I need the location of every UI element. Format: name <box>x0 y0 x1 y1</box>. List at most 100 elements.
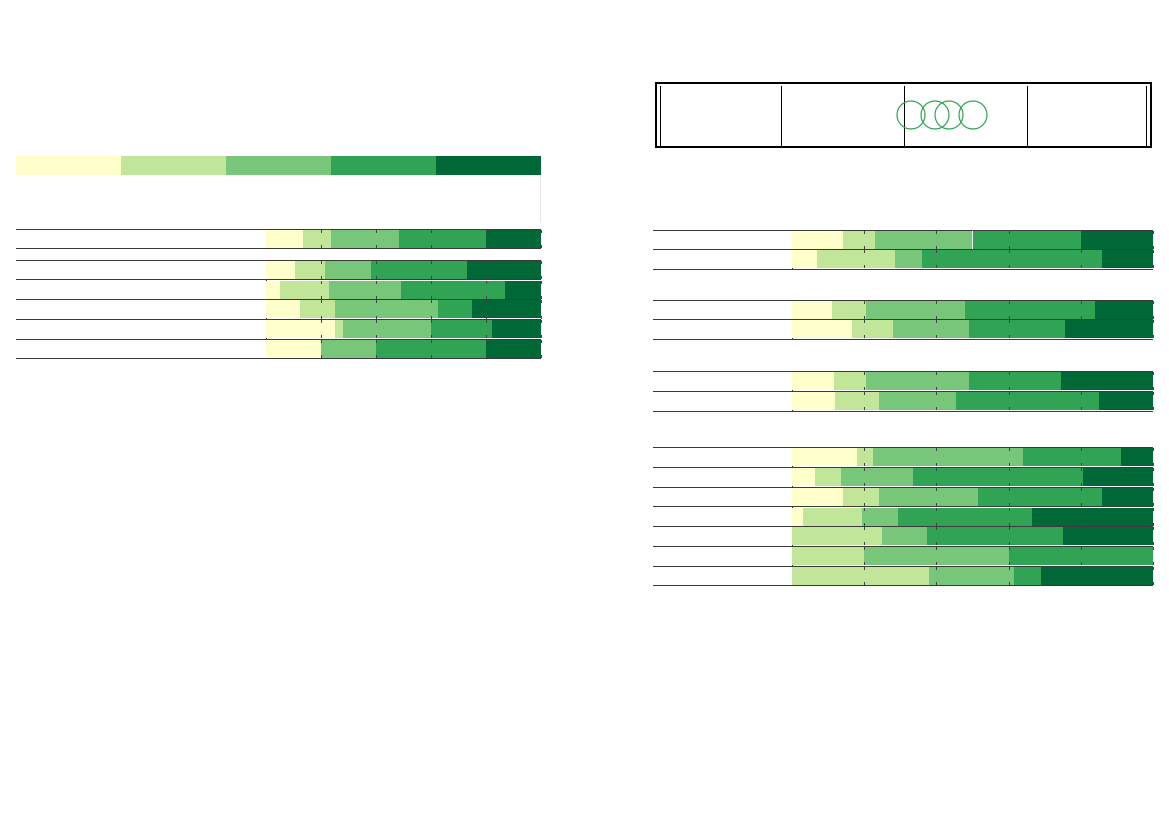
bar-segment <box>1023 448 1121 467</box>
bar-segment <box>294 260 326 279</box>
bar-segment <box>1062 527 1153 546</box>
bar-tick-mark <box>321 319 322 323</box>
bar-segment <box>878 487 978 506</box>
bar-tick-mark <box>1080 230 1082 234</box>
bar-tick-mark <box>431 295 432 299</box>
bar-tick-mark <box>1153 300 1154 304</box>
bar-tick-mark <box>864 387 866 391</box>
header-cell-divider <box>781 86 782 146</box>
bar-tick-mark <box>936 527 938 531</box>
bar-tick-mark <box>1008 468 1010 471</box>
bar-tick-mark <box>864 546 866 550</box>
bar-tick-mark <box>1080 546 1082 550</box>
bar-tick-mark <box>1008 407 1010 411</box>
header-inner-frame <box>660 86 1147 146</box>
bar-tick-mark <box>1153 542 1154 546</box>
bar-tick-mark <box>1008 562 1010 565</box>
bar-segment <box>873 448 1024 467</box>
bar-tick-mark <box>936 265 938 269</box>
bar-tick-mark <box>1008 335 1010 339</box>
bar-tick-mark <box>864 502 866 506</box>
bar-tick-mark <box>1153 502 1154 506</box>
bar-tick-mark <box>864 230 866 234</box>
legend-swatch-4 <box>331 156 436 175</box>
bar-tick-mark <box>321 315 322 319</box>
bar-tick-mark <box>486 260 487 264</box>
bar-segment <box>266 260 295 279</box>
row-rule <box>653 410 1153 412</box>
bar-segment <box>792 300 832 319</box>
bar-tick-mark <box>486 244 487 248</box>
bar-segment <box>330 229 400 248</box>
row-rule <box>653 319 1153 321</box>
bar-tick-mark <box>431 339 432 343</box>
bar-tick-mark <box>376 319 377 323</box>
legend-swatch-3 <box>226 156 331 175</box>
bar-tick-mark <box>1008 448 1010 452</box>
bar-tick-mark <box>1080 245 1082 249</box>
legend-swatch-1 <box>16 156 121 175</box>
bar-tick-mark <box>486 339 487 343</box>
bar-segment <box>831 300 866 319</box>
bar-tick-mark <box>541 335 542 339</box>
bar-segment <box>898 507 1033 526</box>
bar-tick-mark <box>376 275 377 279</box>
row-rule <box>653 545 1153 547</box>
bar-segment <box>334 300 438 319</box>
bar-tick-mark <box>376 354 377 358</box>
bar-segment <box>977 487 1103 506</box>
bar-tick-mark <box>1008 483 1010 487</box>
bar-tick-mark <box>376 280 377 284</box>
bar-tick-mark <box>321 300 322 304</box>
bar-segment <box>792 546 865 565</box>
bar-segment <box>400 280 506 299</box>
bar-tick-mark <box>1080 483 1082 487</box>
bar-tick-mark <box>321 244 322 248</box>
bar-tick-mark <box>1008 463 1010 467</box>
bar-segment <box>894 250 922 269</box>
bar-tick-mark <box>1153 468 1154 471</box>
bar-segment <box>329 280 401 299</box>
bar-tick-mark <box>1080 372 1082 376</box>
bar-tick-mark <box>1008 387 1010 391</box>
bar-tick-mark <box>431 335 432 339</box>
row-rule <box>653 585 1153 587</box>
bar-tick-mark <box>541 244 542 248</box>
bar-tick-mark <box>541 319 542 323</box>
bar-tick-mark <box>1008 566 1010 570</box>
bar-tick-mark <box>1080 542 1082 546</box>
bar-tick-mark <box>1080 507 1082 511</box>
row-rule <box>16 248 541 250</box>
bar-tick-mark <box>936 320 938 324</box>
bar-segment <box>842 487 879 506</box>
bar-tick-mark <box>1153 581 1154 585</box>
bar-tick-mark <box>1008 372 1010 376</box>
bar-tick-mark <box>1153 265 1154 269</box>
bar-tick-mark <box>1008 507 1010 511</box>
bar-segment <box>840 468 913 487</box>
bar-tick-mark <box>541 260 542 264</box>
four-interlocking-rings-icon <box>896 100 988 130</box>
bar-segment <box>833 372 866 391</box>
bar-tick-mark <box>321 280 322 284</box>
bar-tick-mark <box>431 354 432 358</box>
bar-tick-mark <box>1080 300 1082 304</box>
bar-segment <box>266 280 280 299</box>
bar-segment <box>927 527 1063 546</box>
bar-tick-mark <box>936 448 938 452</box>
bar-segment <box>1080 230 1153 249</box>
bar-tick-mark <box>1080 320 1082 324</box>
bar-tick-mark <box>864 487 866 491</box>
bar-tick-mark <box>936 245 938 249</box>
bar-segment <box>792 507 803 526</box>
bar-segment <box>817 250 895 269</box>
bar-segment <box>486 229 541 248</box>
bar-tick-mark <box>936 250 938 254</box>
bar-tick-mark <box>541 300 542 304</box>
bar-tick-mark <box>431 229 432 233</box>
bar-tick-mark <box>431 275 432 279</box>
bar-tick-mark <box>1153 335 1154 339</box>
bar-tick-mark <box>1008 320 1010 324</box>
legend-color-scale <box>16 156 541 175</box>
bar-tick-mark <box>936 300 938 304</box>
